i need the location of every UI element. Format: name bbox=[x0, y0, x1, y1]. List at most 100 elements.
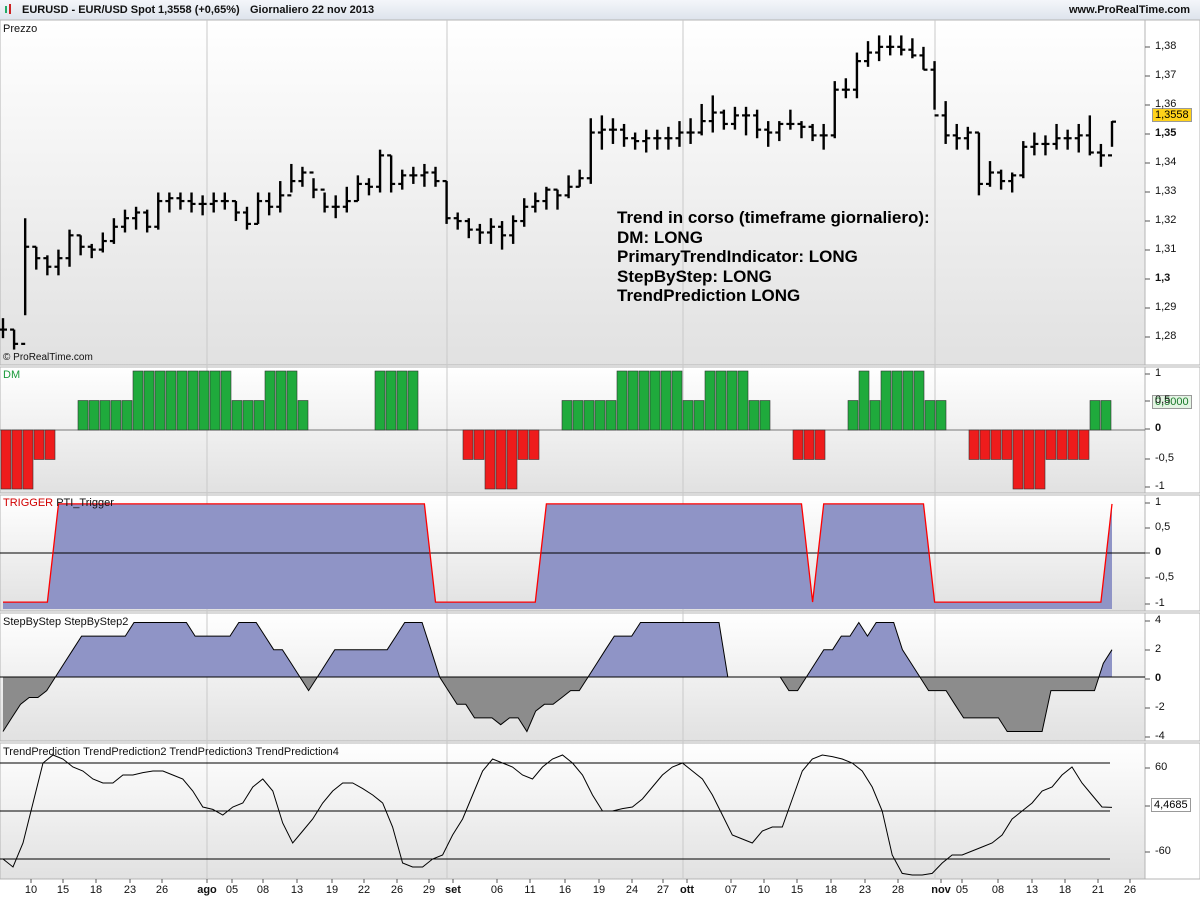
dm-bar bbox=[715, 370, 727, 431]
x-tick-label: 15 bbox=[56, 884, 70, 896]
dm-bar bbox=[913, 370, 925, 431]
dm-bar bbox=[660, 370, 672, 431]
dm-bar bbox=[1001, 429, 1013, 460]
price-bar bbox=[76, 234, 85, 256]
price-bar bbox=[697, 103, 706, 136]
x-tick-label: nov bbox=[931, 884, 951, 896]
x-tick-label: 05 bbox=[955, 884, 969, 896]
x-tick-label: 15 bbox=[790, 884, 804, 896]
trigger-panel-axis-bg bbox=[1144, 494, 1200, 612]
price-bar bbox=[642, 129, 651, 153]
price-bar bbox=[620, 123, 629, 147]
price-bar bbox=[486, 218, 495, 244]
price-bar bbox=[875, 35, 884, 62]
dm-bar bbox=[1067, 429, 1079, 460]
price-bar bbox=[298, 166, 307, 187]
dm-bar bbox=[759, 400, 771, 431]
dm-bar bbox=[792, 429, 804, 460]
x-tick-label: 23 bbox=[123, 884, 137, 896]
price-bar bbox=[531, 192, 540, 213]
price-bar bbox=[742, 106, 751, 136]
dm-bar bbox=[11, 429, 23, 490]
dm-bar bbox=[968, 429, 980, 460]
dm-bar bbox=[154, 370, 166, 431]
dm-bar bbox=[638, 370, 650, 431]
price-bar bbox=[997, 169, 1006, 190]
price-change-label: 1,3558 (+0,65%) bbox=[158, 4, 240, 16]
dm-bar bbox=[869, 400, 881, 431]
dm-bar bbox=[484, 429, 496, 490]
price-bar bbox=[841, 78, 850, 99]
price-bar bbox=[65, 229, 74, 267]
price-bar bbox=[464, 218, 473, 239]
dm-panel-axis-bg bbox=[1144, 366, 1200, 494]
dm-bar bbox=[407, 370, 419, 431]
trigger-panel-y-tick: 1 bbox=[1155, 496, 1162, 508]
dm-panel-y-tick: 0,5 bbox=[1155, 394, 1171, 406]
trend-annotation: Trend in corso (timeframe giornaliero): … bbox=[617, 208, 930, 306]
dm-bar bbox=[77, 400, 89, 431]
dm-bar bbox=[803, 429, 815, 460]
annotation-line-3: PrimaryTrendIndicator: LONG bbox=[617, 247, 858, 266]
dm-bar bbox=[220, 370, 232, 431]
price-bar bbox=[897, 35, 906, 56]
price-bar bbox=[1085, 115, 1094, 156]
dm-bar bbox=[605, 400, 617, 431]
trigger-panel-y-tick: -0,5 bbox=[1155, 571, 1174, 583]
price-bar bbox=[242, 206, 251, 230]
price-bar bbox=[775, 121, 784, 142]
price-bar bbox=[32, 245, 41, 270]
dm-bar bbox=[1078, 429, 1090, 460]
dm-bar bbox=[737, 370, 749, 431]
dm-bar bbox=[1100, 400, 1112, 431]
price-bar bbox=[287, 163, 296, 197]
price-bar bbox=[498, 221, 507, 250]
price-current-badge: 1,3558 bbox=[1152, 108, 1192, 122]
price-bar bbox=[764, 121, 773, 147]
price-bar bbox=[974, 131, 983, 196]
dm-bar bbox=[462, 429, 474, 460]
price-bar bbox=[653, 129, 662, 150]
x-tick-label: ott bbox=[679, 884, 695, 896]
annotation-line-1: Trend in corso (timeframe giornaliero): bbox=[617, 208, 930, 227]
dm-bar bbox=[374, 370, 386, 431]
price-bar bbox=[1019, 141, 1028, 179]
step-panel-y-tick: -2 bbox=[1155, 701, 1165, 713]
x-tick-label: 24 bbox=[625, 884, 639, 896]
dm-bar bbox=[209, 370, 221, 431]
price-bar bbox=[786, 109, 795, 130]
price-bar bbox=[930, 61, 939, 117]
annotation-line-4: StepByStep: LONG bbox=[617, 266, 772, 286]
dm-bar bbox=[891, 370, 903, 431]
price-bar bbox=[165, 192, 174, 213]
price-panel-y-tick: 1,33 bbox=[1155, 185, 1177, 197]
price-bar bbox=[1008, 172, 1017, 193]
price-bar bbox=[586, 118, 595, 184]
dm-bar bbox=[1012, 429, 1024, 490]
dm-bar bbox=[528, 429, 540, 460]
price-bar bbox=[1108, 120, 1116, 157]
price-bar bbox=[730, 106, 739, 130]
trend-current-badge: 4,4685 bbox=[1151, 798, 1191, 812]
copyright-label: © ProRealTime.com bbox=[3, 352, 93, 363]
price-bar bbox=[331, 195, 340, 219]
price-panel-y-tick: 1,3 bbox=[1155, 272, 1171, 284]
price-bar bbox=[98, 232, 107, 253]
x-tick-label: 13 bbox=[1025, 884, 1039, 896]
price-bar bbox=[420, 163, 429, 187]
dm-bar bbox=[110, 400, 122, 431]
x-tick-label: 28 bbox=[891, 884, 905, 896]
price-bar bbox=[10, 328, 19, 350]
dm-bar bbox=[88, 400, 100, 431]
dm-bar bbox=[1034, 429, 1046, 490]
price-bar bbox=[54, 249, 63, 276]
price-panel-y-tick: 1,37 bbox=[1155, 69, 1177, 81]
trend-panel-title: TrendPrediction TrendPrediction2 TrendPr… bbox=[3, 746, 339, 758]
x-tick-label: 10 bbox=[757, 884, 771, 896]
dm-bar bbox=[242, 400, 254, 431]
x-tick-label: 22 bbox=[357, 884, 371, 896]
dm-bar bbox=[880, 370, 892, 431]
dm-bar bbox=[121, 400, 133, 431]
x-tick-label: 19 bbox=[592, 884, 606, 896]
